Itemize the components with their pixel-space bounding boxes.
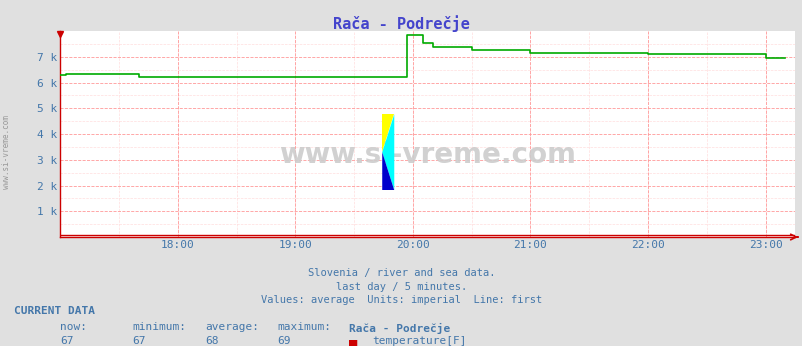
Text: Slovenia / river and sea data.: Slovenia / river and sea data.	[307, 268, 495, 278]
Text: average:: average:	[205, 322, 258, 333]
Text: 68: 68	[205, 336, 218, 346]
Polygon shape	[382, 114, 394, 190]
Text: last day / 5 minutes.: last day / 5 minutes.	[335, 282, 467, 292]
Text: 69: 69	[277, 336, 290, 346]
Text: Rača - Podrečje: Rača - Podrečje	[349, 322, 450, 334]
Text: minimum:: minimum:	[132, 322, 186, 333]
Polygon shape	[382, 114, 394, 152]
Text: 67: 67	[132, 336, 146, 346]
Text: CURRENT DATA: CURRENT DATA	[14, 306, 95, 316]
Text: Values: average  Units: imperial  Line: first: Values: average Units: imperial Line: fi…	[261, 295, 541, 305]
Polygon shape	[382, 152, 394, 190]
Text: maximum:: maximum:	[277, 322, 330, 333]
Text: 67: 67	[60, 336, 74, 346]
Text: www.si-vreme.com: www.si-vreme.com	[279, 141, 575, 169]
Text: ■: ■	[349, 336, 357, 346]
Text: Rača - Podrečje: Rača - Podrečje	[333, 16, 469, 33]
Text: temperature[F]: temperature[F]	[371, 336, 466, 346]
Text: www.si-vreme.com: www.si-vreme.com	[2, 115, 11, 189]
Text: now:: now:	[60, 322, 87, 333]
